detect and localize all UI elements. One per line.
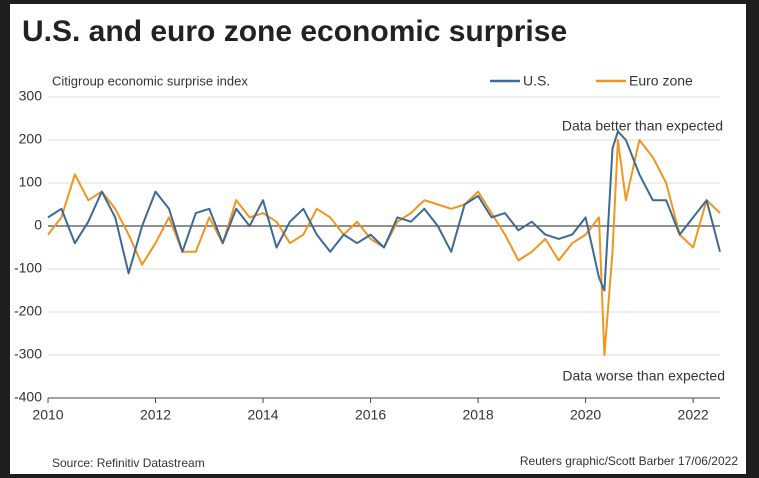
x-tick-label: 2020: [570, 407, 601, 423]
x-tick-label: 2010: [32, 407, 63, 423]
y-tick-label: -200: [14, 303, 42, 319]
y-tick-label: 300: [19, 88, 43, 104]
x-tick-label: 2022: [678, 407, 709, 423]
x-tick-label: 2012: [140, 407, 171, 423]
source: Source: Refinitiv Datastream: [52, 456, 205, 470]
series-line: [47, 130, 721, 292]
series-line: [47, 139, 721, 356]
annotation: Data better than expected: [562, 118, 723, 134]
annotation: Data worse than expected: [562, 368, 725, 384]
credit: Reuters graphic/Scott Barber 17/06/2022: [520, 454, 738, 468]
panel: [10, 4, 746, 474]
x-tick-label: 2016: [355, 407, 386, 423]
y-tick-label: -100: [14, 260, 42, 276]
chart-title: U.S. and euro zone economic surprise: [22, 15, 567, 48]
subtitle: Citigroup economic surprise index: [52, 73, 248, 88]
y-tick-label: 0: [34, 217, 42, 233]
legend-label: Euro zone: [629, 73, 693, 89]
x-tick-label: 2014: [247, 407, 278, 423]
x-tick-label: 2018: [463, 407, 494, 423]
y-tick-label: 200: [19, 131, 43, 147]
y-tick-label: -300: [14, 346, 42, 362]
y-tick-label: -400: [14, 389, 42, 405]
y-tick-label: 100: [19, 174, 43, 190]
legend-label: U.S.: [523, 73, 550, 89]
